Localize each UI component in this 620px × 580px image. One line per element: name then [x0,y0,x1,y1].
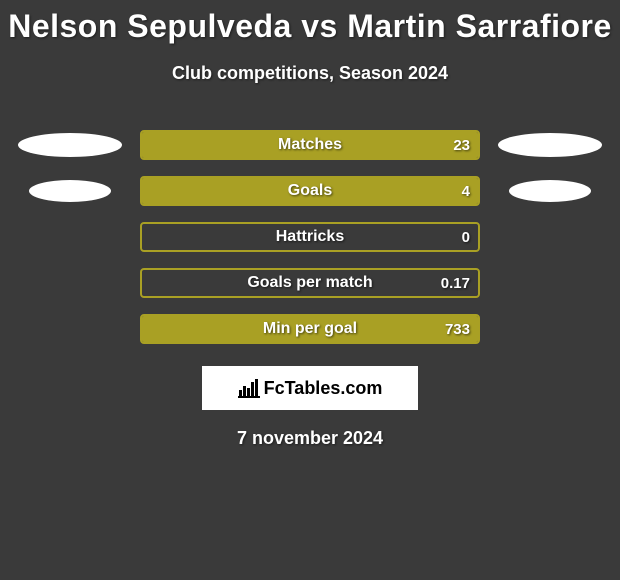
player-oval-left [29,180,111,202]
left-side [0,130,140,160]
subtitle: Club competitions, Season 2024 [0,63,620,84]
stat-bar-fill [142,178,478,204]
player-oval-left [18,133,122,157]
right-side [480,130,620,160]
stat-label: Goals per match [142,270,478,296]
right-side [480,268,620,298]
left-side [0,222,140,252]
stat-label: Hattricks [142,224,478,250]
stat-bar: Min per goal733 [140,314,480,344]
right-side [480,176,620,206]
page-title: Nelson Sepulveda vs Martin Sarrafiore [0,8,620,45]
stat-row: Goals4 [0,168,620,214]
stat-bar: Goals per match0.17 [140,268,480,298]
stat-row: Matches23 [0,122,620,168]
stat-bar: Hattricks0 [140,222,480,252]
comparison-card: Nelson Sepulveda vs Martin Sarrafiore Cl… [0,0,620,449]
stats-list: Matches23 Goals4 Hattricks0 Goals per match… [0,122,620,352]
player-oval-right [498,133,602,157]
right-side [480,314,620,344]
logo-text: FcTables.com [264,378,383,399]
right-side [480,222,620,252]
stat-row: Min per goal733 [0,306,620,352]
stat-bar-fill [142,316,478,342]
player-oval-right [509,180,591,202]
stat-value: 0 [462,224,470,250]
left-side [0,268,140,298]
stat-bar-fill [142,132,478,158]
stat-row: Hattricks0 [0,214,620,260]
stat-bar: Matches23 [140,130,480,160]
left-side [0,314,140,344]
bars-chart-icon [238,378,260,398]
stat-row: Goals per match0.17 [0,260,620,306]
date-text: 7 november 2024 [0,428,620,449]
stat-value: 0.17 [441,270,470,296]
stat-bar: Goals4 [140,176,480,206]
left-side [0,176,140,206]
logo-box: FcTables.com [202,366,418,410]
